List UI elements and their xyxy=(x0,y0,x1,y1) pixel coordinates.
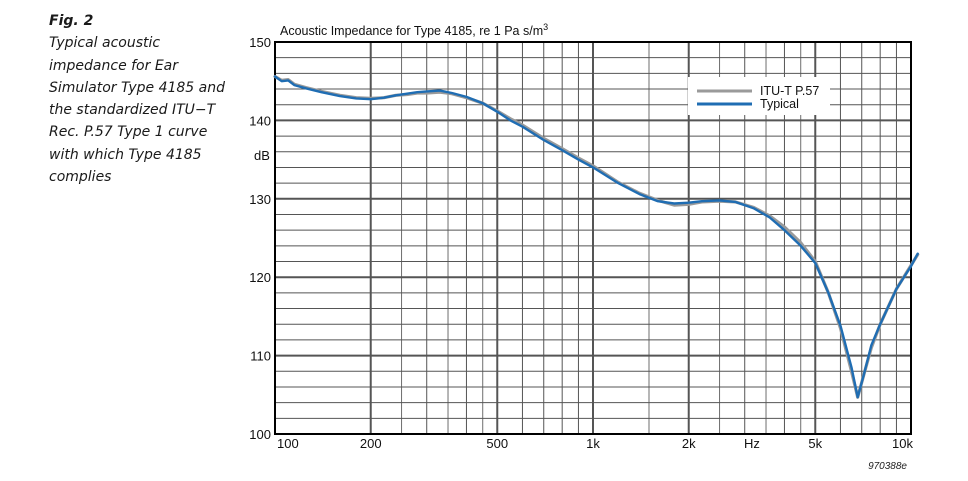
y-tick-label: 120 xyxy=(249,270,271,285)
x-tick-label: 100 xyxy=(277,436,299,451)
x-tick-label: 5k xyxy=(808,436,822,451)
y-axis-ticks: 100 110 120 130 140 150 xyxy=(249,35,271,442)
y-tick-label: 110 xyxy=(250,349,271,364)
figure-caption-text: Typical acoustic impedance for Ear Simul… xyxy=(49,35,226,186)
x-tick-label: 2k xyxy=(682,436,696,451)
figure-code: 970388e xyxy=(868,461,907,472)
legend-box xyxy=(688,77,830,115)
x-tick-label: 500 xyxy=(486,436,508,451)
y-tick-label: 140 xyxy=(249,113,271,128)
x-axis-label: Hz xyxy=(744,436,760,451)
figure-label: Fig. 2 xyxy=(49,13,94,29)
x-tick-label: 10k xyxy=(892,436,913,451)
y-tick-label: 100 xyxy=(249,427,271,442)
y-tick-label: 150 xyxy=(249,35,271,50)
legend-label-itu: ITU-T P.57 xyxy=(760,84,819,98)
legend: ITU-T P.57 Typical xyxy=(688,77,830,115)
x-tick-label: 200 xyxy=(360,436,382,451)
figure-caption: Fig. 2 Typical acoustic impedance for Ea… xyxy=(49,10,239,188)
grid-major xyxy=(275,42,911,434)
series-line-typical xyxy=(273,75,919,399)
legend-label-typical: Typical xyxy=(760,97,799,111)
x-tick-label: 1k xyxy=(586,436,600,451)
y-tick-label: 130 xyxy=(249,192,271,207)
plot-frame xyxy=(274,41,912,435)
chart-title: Acoustic Impedance for Type 4185, re 1 P… xyxy=(280,22,548,38)
y-axis-label: dB xyxy=(254,148,270,163)
series-lines xyxy=(273,74,920,399)
x-axis-ticks: 100 200 500 1k 2k 5k 10k xyxy=(277,436,913,451)
